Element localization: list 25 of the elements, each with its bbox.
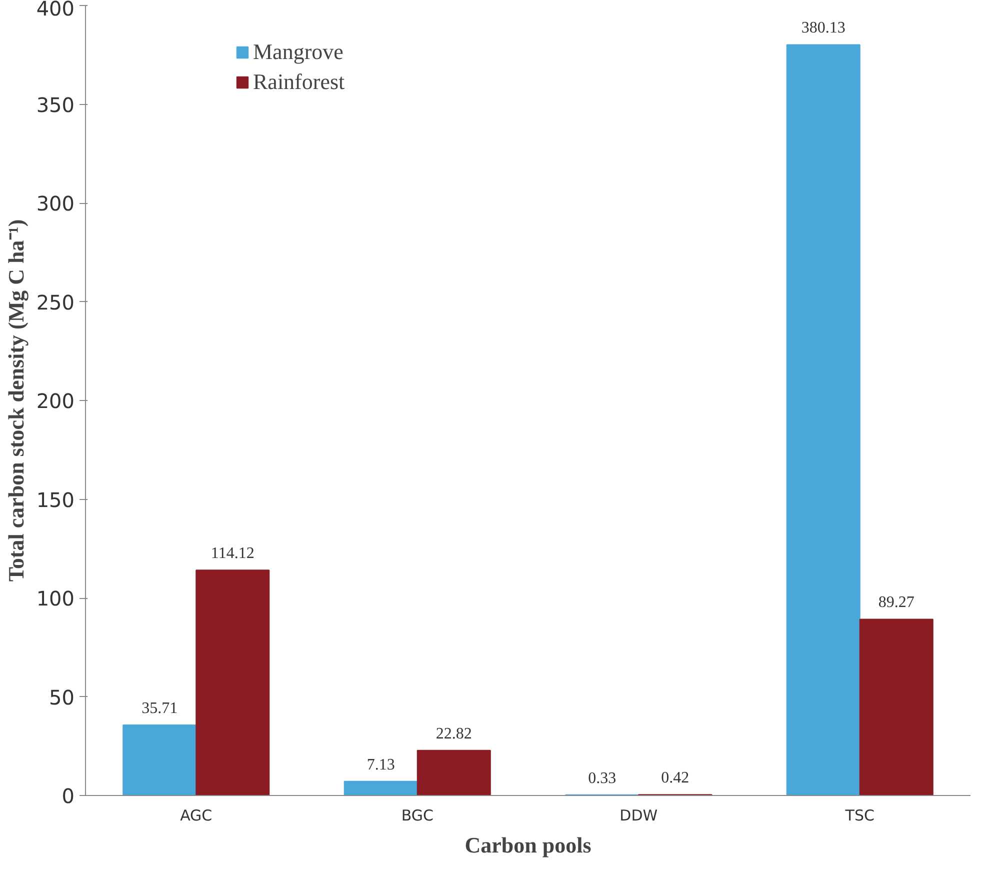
y-tick-label: 0 [62, 784, 75, 808]
legend-label: Mangrove [253, 39, 344, 65]
y-tick-label: 200 [36, 389, 75, 413]
data-label: 35.71 [142, 700, 178, 717]
y-tick-label: 250 [36, 290, 75, 314]
y-tick-label: 350 [36, 92, 75, 117]
y-tick-label: 150 [36, 488, 75, 512]
legend-label: Rainforest [253, 69, 345, 95]
y-tick-label: 400 [36, 0, 75, 20]
x-tick-label: DDW [620, 806, 658, 824]
data-label: 0.33 [588, 770, 616, 787]
x-axis-title: Carbon pools [464, 832, 592, 858]
data-label: 380.13 [801, 20, 846, 37]
y-tick-label: 100 [36, 586, 75, 610]
data-label: 22.82 [436, 725, 472, 742]
x-tick-label: AGC [180, 806, 212, 824]
y-tick-label: 50 [49, 685, 75, 710]
data-label: 7.13 [366, 756, 395, 774]
data-label: 89.27 [878, 594, 914, 612]
y-axis-title: Total carbon stock density (Mg C ha⁻¹) [3, 219, 28, 582]
y-tick-label: 300 [36, 192, 75, 216]
x-tick-label: TSC [844, 806, 874, 824]
x-tick-label: BGC [401, 806, 434, 824]
data-label: 114.12 [210, 545, 254, 562]
data-label: 0.42 [661, 770, 690, 787]
